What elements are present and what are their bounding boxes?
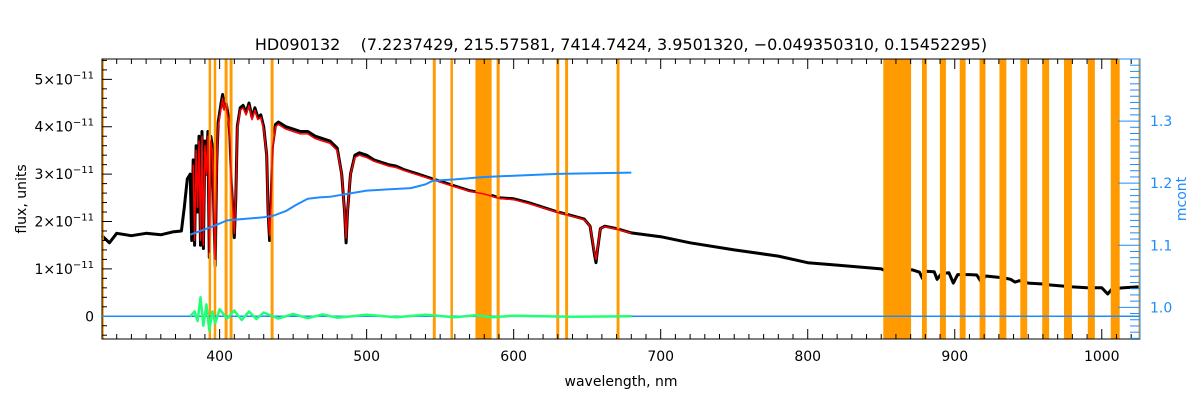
series-model bbox=[192, 97, 632, 261]
y2-tick-label: 1.0 bbox=[1150, 300, 1172, 316]
masked-band bbox=[921, 59, 927, 339]
masked-band bbox=[475, 59, 492, 339]
masked-band bbox=[270, 59, 274, 339]
masked-band bbox=[432, 59, 436, 339]
masked-band bbox=[1138, 59, 1140, 339]
series-residual bbox=[189, 296, 632, 332]
masked-band bbox=[959, 59, 966, 339]
masked-band bbox=[1110, 59, 1120, 339]
masked-band bbox=[939, 59, 946, 339]
y-tick-label: 0 bbox=[85, 309, 94, 325]
x-axis-label: wavelength, nm bbox=[565, 374, 678, 390]
y-tick-label: 3×10−11 bbox=[34, 165, 94, 183]
masked-band bbox=[883, 59, 912, 339]
y2-tick-label: 1.3 bbox=[1150, 114, 1172, 130]
masked-bands bbox=[102, 59, 1140, 339]
x-tick-label: 500 bbox=[353, 349, 380, 365]
y-tick-label: 5×10−11 bbox=[34, 70, 94, 88]
x-tick-label: 1000 bbox=[1084, 349, 1120, 365]
masked-band bbox=[1087, 59, 1095, 339]
x-tick-label: 900 bbox=[941, 349, 968, 365]
y-axis-label: flux, units bbox=[14, 164, 30, 233]
masked-band bbox=[979, 59, 986, 339]
masked-band bbox=[565, 59, 569, 339]
axes: 400 500 600 700 800 900 1000 0 1×10−11 2×10−11 3×1… bbox=[34, 58, 1172, 365]
y2-axis-label: mcont bbox=[1174, 176, 1190, 221]
masked-band bbox=[556, 59, 560, 339]
y-tick-label: 1×10−11 bbox=[34, 260, 94, 278]
masked-band bbox=[229, 59, 233, 339]
masked-band bbox=[213, 59, 217, 339]
chart-title: HD090132 (7.2237429, 215.57581, 7414.742… bbox=[255, 35, 987, 54]
masked-band bbox=[102, 59, 104, 339]
masked-band bbox=[496, 59, 500, 339]
series-mcont bbox=[189, 171, 632, 236]
x-tick-label: 600 bbox=[500, 349, 527, 365]
y-tick-label: 4×10−11 bbox=[34, 118, 94, 136]
masked-band bbox=[999, 59, 1007, 339]
series-lines bbox=[102, 97, 1140, 332]
masked-band bbox=[1063, 59, 1072, 339]
y-tick-label: 2×10−11 bbox=[34, 213, 94, 231]
y2-tick-label: 1.1 bbox=[1150, 238, 1172, 254]
x-tick-label: 400 bbox=[206, 349, 233, 365]
masked-band bbox=[450, 59, 453, 339]
masked-band bbox=[616, 59, 620, 339]
masked-band bbox=[1020, 59, 1028, 339]
x-tick-label: 700 bbox=[647, 349, 674, 365]
masked-band bbox=[1042, 59, 1050, 339]
x-tick-label: 800 bbox=[794, 349, 821, 365]
y2-tick-label: 1.2 bbox=[1150, 176, 1172, 192]
masked-band bbox=[224, 59, 228, 339]
